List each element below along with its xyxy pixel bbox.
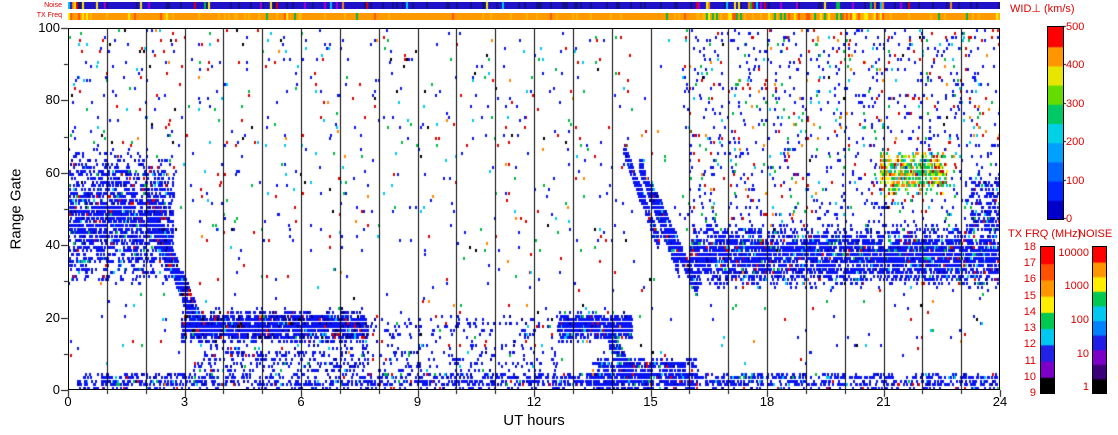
noise-tick-label: 100 bbox=[1070, 314, 1089, 326]
txfrq-tick-label: 17 bbox=[1023, 257, 1036, 270]
wid-tick-label: 0 bbox=[1066, 213, 1073, 225]
wid-tick-label: 200 bbox=[1066, 136, 1085, 149]
noise-tick-label: 1000 bbox=[1064, 280, 1089, 293]
txfrq-tick-label: 16 bbox=[1023, 273, 1036, 286]
wid-tick-label: 300 bbox=[1066, 97, 1085, 110]
x-tick-label: 18 bbox=[759, 394, 775, 409]
x-tick-label: 3 bbox=[180, 394, 189, 409]
wid-tick-label: 500 bbox=[1066, 21, 1085, 33]
y-tick-label: 60 bbox=[45, 164, 60, 180]
x-tick-label: 9 bbox=[413, 394, 422, 409]
wid-colorbar-title: WID⊥ (km/s) bbox=[1010, 3, 1075, 15]
txfrq-tick-label: 11 bbox=[1024, 354, 1036, 367]
noise-tick-label: 10 bbox=[1076, 347, 1089, 360]
noise-strip-canvas bbox=[68, 2, 1000, 9]
txfrq-colorbar-title: TX FRQ (MHz) bbox=[1008, 228, 1082, 240]
plot-frame bbox=[68, 28, 1000, 390]
y-tick-label: 40 bbox=[45, 237, 60, 253]
wid-tick-label: 400 bbox=[1066, 59, 1085, 72]
noise-colorbar-title: NOISE bbox=[1078, 228, 1113, 240]
noise-tick-label: 1 bbox=[1082, 381, 1089, 394]
txfrq-tick-label: 13 bbox=[1023, 322, 1036, 335]
txfrq-tick-label: 9 bbox=[1029, 387, 1036, 399]
x-axis-title: UT hours bbox=[503, 412, 565, 429]
y-tick-label: 0 bbox=[52, 382, 60, 397]
x-tick-label: 12 bbox=[526, 394, 542, 409]
x-tick-label: 6 bbox=[297, 394, 305, 409]
tx-freq-strip-label: TX Freq bbox=[36, 12, 62, 19]
noise-tick-label: 10000 bbox=[1058, 246, 1089, 259]
x-tick-label: 21 bbox=[876, 394, 891, 409]
y-tick-label: 100 bbox=[38, 20, 60, 35]
txfrq-tick-label: 14 bbox=[1023, 305, 1036, 318]
noise-strip-label: Noise bbox=[44, 2, 62, 9]
wid-tick-label: 100 bbox=[1066, 174, 1085, 187]
tx-freq-strip-canvas bbox=[68, 13, 1000, 20]
txfrq-tick-label: 10 bbox=[1023, 370, 1036, 383]
txfrq-colorbar bbox=[1040, 246, 1055, 394]
noise-colorbar bbox=[1092, 246, 1107, 394]
x-tick-label: 24 bbox=[992, 394, 1008, 409]
txfrq-tick-label: 18 bbox=[1023, 241, 1036, 253]
y-tick-label: 80 bbox=[45, 92, 60, 108]
y-tick-label: 20 bbox=[45, 309, 60, 325]
txfrq-tick-label: 12 bbox=[1023, 338, 1036, 351]
wid-colorbar bbox=[1047, 26, 1064, 220]
x-tick-label: 0 bbox=[64, 394, 72, 409]
txfrq-tick-label: 15 bbox=[1023, 289, 1036, 302]
x-tick-label: 15 bbox=[643, 394, 658, 409]
